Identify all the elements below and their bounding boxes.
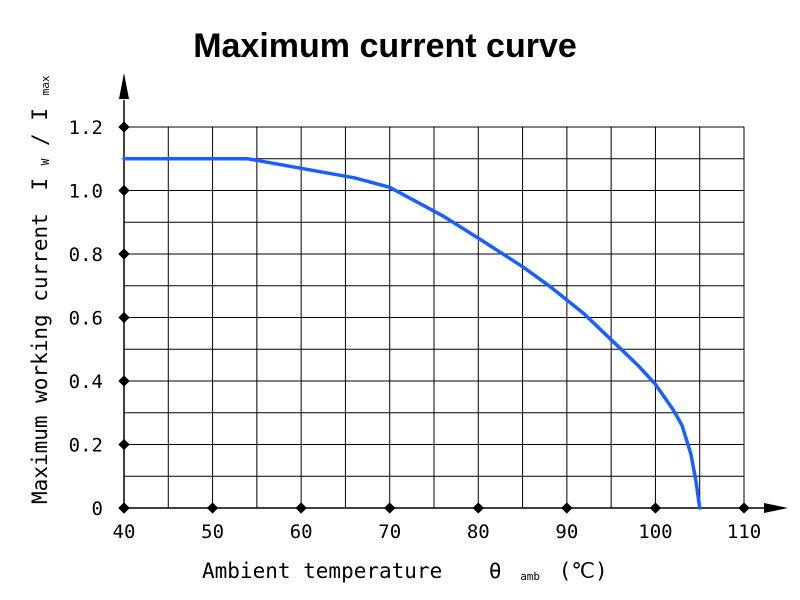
y-tick-label: 0 (92, 498, 103, 520)
x-tick-label: 80 (467, 521, 490, 543)
y-axis-label: Maximum working current I W / I max (28, 75, 54, 504)
y-axis-label-text: Maximum working current (28, 213, 52, 504)
chart-title: Maximum current curve (193, 27, 577, 65)
series-line (122, 157, 702, 510)
x-tick-marker (206, 502, 219, 514)
x-axis-arrow (764, 503, 788, 513)
x-tick-marker (738, 502, 750, 514)
y-axis-symbol2: I (28, 108, 52, 121)
y-axis-symbol2-subscript: max (39, 75, 52, 95)
x-axis-symbol-subscript: amb (520, 570, 540, 583)
x-tick-label: 50 (201, 521, 224, 543)
x-tick-label: 100 (638, 521, 672, 543)
x-tick-marker (649, 502, 662, 514)
grid (124, 126, 745, 508)
y-tick-marker (118, 502, 130, 514)
x-axis-label-text: Ambient temperature (202, 559, 442, 583)
tick-labels: 40 50 60 70 80 90 100 110 0 0.2 0.4 0.6 0.8 1.0 1.2 (69, 117, 761, 543)
y-tick-label: 1.2 (69, 117, 103, 139)
y-axis-arrow (119, 73, 129, 99)
y-tick-label: 0.6 (69, 308, 103, 330)
x-tick-marker (295, 502, 307, 514)
y-tick-marker (118, 311, 130, 324)
y-tick-marker (118, 438, 130, 451)
y-tick-marker (118, 121, 130, 133)
x-tick-marker (561, 502, 573, 514)
x-tick-label: 40 (113, 521, 136, 543)
x-tick-label: 90 (555, 521, 578, 543)
y-axis-separator: / (28, 133, 52, 146)
y-tick-label: 0.4 (69, 371, 103, 393)
y-tick-marker (118, 248, 130, 260)
y-tick-marker (118, 375, 130, 387)
series (122, 157, 702, 510)
y-tick-label: 1.0 (69, 181, 103, 203)
x-axis-label: Ambient temperature θ amb (℃) (202, 559, 608, 585)
y-tick-label: 0.8 (69, 244, 103, 266)
y-axis-symbol: I (28, 178, 52, 191)
x-tick-marker (472, 502, 484, 514)
x-tick-label: 70 (378, 521, 401, 543)
x-axis-unit: (℃) (559, 559, 608, 583)
y-tick-label: 0.2 (69, 435, 103, 457)
y-axis-symbol-subscript: W (39, 158, 52, 165)
x-tick-label: 60 (290, 521, 313, 543)
x-tick-marker (384, 502, 396, 514)
y-tick-marker (118, 184, 130, 197)
x-axis-symbol: θ (489, 559, 502, 583)
x-tick-label: 110 (727, 521, 761, 543)
